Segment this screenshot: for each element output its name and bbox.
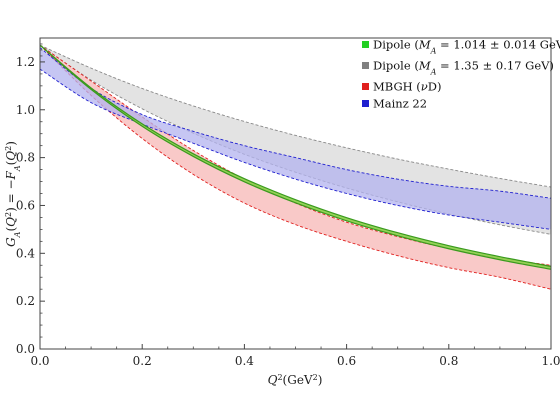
legend-swatch-dipole-1014: [362, 41, 369, 48]
x-tick-label-0.8: 0.8: [439, 354, 458, 368]
x-tick-label-0.2: 0.2: [133, 354, 152, 368]
legend-label-mainz: Mainz 22: [373, 97, 427, 111]
legend-entry-mbgh: MBGH (νD): [362, 80, 442, 94]
y-tick-label-1.2: 1.2: [16, 55, 35, 69]
y-tick-label-0.4: 0.4: [16, 246, 35, 260]
legend-entry-mainz: Mainz 22: [362, 97, 427, 111]
y-tick-label-1.0: 1.0: [16, 103, 35, 117]
legend-label-mbgh: MBGH (νD): [373, 80, 442, 94]
legend: Dipole (MA = 1.014 ± 0.014 GeV) Dipole (…: [362, 38, 560, 111]
bands-layer: [39, 44, 552, 290]
legend-swatch-dipole-135: [362, 62, 369, 69]
x-tick-label-0.0: 0.0: [30, 354, 49, 368]
legend-label-dipole-1014: Dipole (MA = 1.014 ± 0.014 GeV): [373, 38, 560, 56]
band-upper-dipole-m-a-1-35-0-17-gev: [39, 44, 552, 188]
y-tick-label-0.6: 0.6: [16, 198, 35, 212]
x-tick-label-1.0: 1.0: [541, 354, 560, 368]
legend-swatch-mbgh: [362, 83, 369, 90]
y-axis-title: GA(Q2) = −FA(Q2): [4, 141, 22, 247]
y-tick-label-0.8: 0.8: [16, 151, 35, 165]
legend-swatch-mainz: [362, 100, 369, 107]
x-tick-label-0.6: 0.6: [337, 354, 356, 368]
x-axis-title: Q2(GeV2): [268, 373, 323, 388]
band-upper-dipole-m-a-1-014-0-014-gev: [39, 44, 552, 268]
x-tick-label-0.4: 0.4: [235, 354, 254, 368]
band-lower-mainz-22: [39, 68, 552, 230]
legend-entry-dipole-1014: Dipole (MA = 1.014 ± 0.014 GeV): [362, 38, 560, 56]
y-tick-label-0.0: 0.0: [16, 342, 35, 356]
legend-entry-dipole-135: Dipole (MA = 1.35 ± 0.17 GeV): [362, 59, 554, 77]
band-fill-mainz-22: [40, 47, 551, 230]
band-fill-mbgh-d: [40, 45, 551, 290]
band-lower-mbgh-d: [39, 44, 552, 290]
x-ticks: 0.0 0.2 0.4 0.6 0.8 1.0: [30, 344, 560, 368]
y-tick-label-0.2: 0.2: [16, 294, 35, 308]
band-upper-mainz-22: [39, 47, 552, 199]
legend-label-dipole-135: Dipole (MA = 1.35 ± 0.17 GeV): [373, 59, 554, 77]
band-lower-dipole-m-a-1-014-0-014-gev: [39, 44, 552, 270]
y-ticks: 0.0 0.2 0.4 0.6 0.8 1.0 1.2: [16, 43, 45, 356]
